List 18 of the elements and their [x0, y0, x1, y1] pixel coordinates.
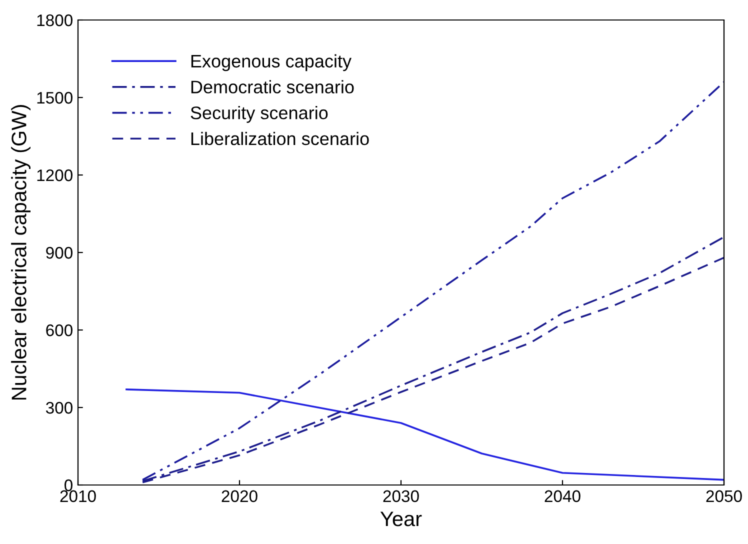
y-tick-label: 300: [46, 402, 72, 414]
x-tick-label: 2040: [544, 490, 580, 502]
x-axis-title: Year: [380, 512, 422, 526]
y-tick-label: 600: [46, 324, 72, 336]
y-tick-label: 1500: [37, 92, 72, 104]
legend-label: Liberalization scenario: [191, 132, 369, 146]
legend-label: Security scenario: [190, 106, 328, 123]
legend-label: Exogenous capacity: [191, 54, 352, 72]
y-axis-title: Nuclear electrical capacity (GW): [11, 105, 31, 400]
y-tick-label: 0: [64, 479, 72, 492]
y-tick-label: 1800: [37, 14, 72, 26]
y-tick-label: 900: [46, 246, 72, 259]
legend-label: Democratic scenario: [191, 80, 354, 94]
x-tick-label: 2050: [706, 490, 742, 502]
x-tick-label: 2030: [383, 490, 419, 502]
x-tick-label: 2020: [222, 490, 258, 502]
x-tick-label: 2010: [60, 490, 96, 502]
y-tick-label: 1200: [37, 169, 72, 182]
